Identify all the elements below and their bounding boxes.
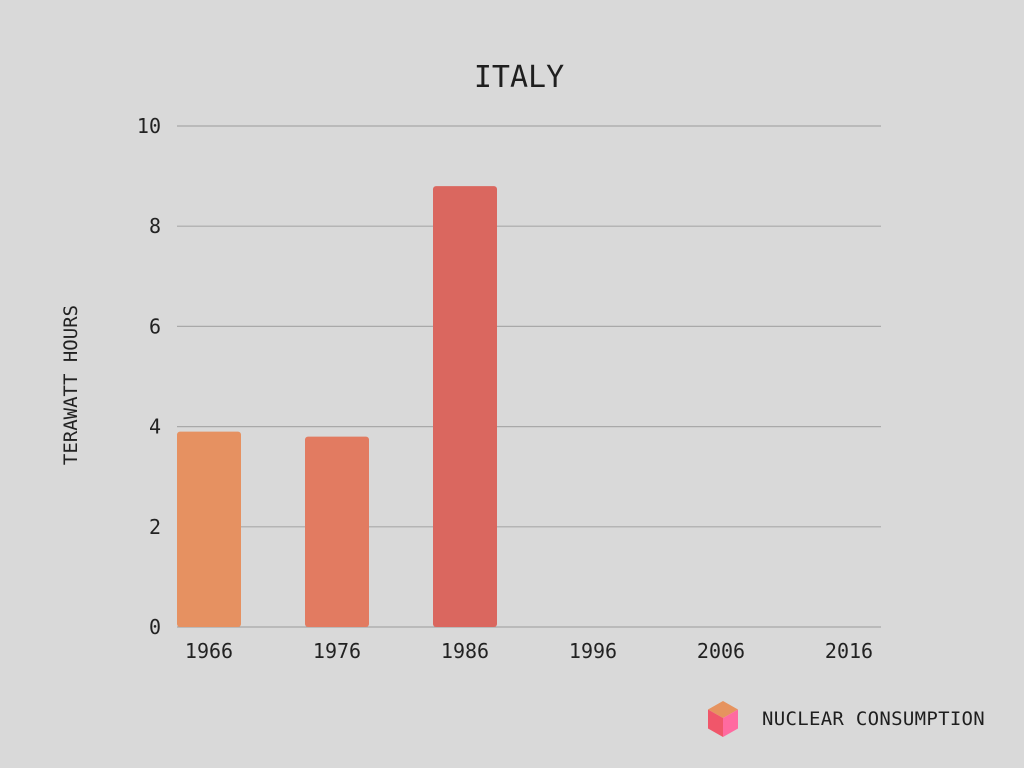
- bars: [177, 186, 497, 627]
- x-tick-label: 1976: [313, 639, 361, 663]
- y-tick-label: 0: [149, 615, 161, 639]
- x-tick-labels: 1966 1976 1986 1996 2006 2016: [185, 639, 873, 663]
- bar-1986: [433, 186, 497, 627]
- y-tick-label: 2: [149, 515, 161, 539]
- gridlines: [177, 125, 881, 628]
- legend: NUCLEAR CONSUMPTION: [706, 700, 985, 738]
- x-tick-label: 1996: [569, 639, 617, 663]
- y-axis-label: TERAWATT HOURS: [60, 305, 82, 465]
- y-tick-label: 8: [149, 214, 161, 238]
- chart-title: ITALY: [474, 60, 564, 95]
- x-tick-label: 2016: [825, 639, 873, 663]
- cube-icon: [708, 701, 738, 737]
- x-tick-label: 1986: [441, 639, 489, 663]
- bar-1976: [305, 436, 369, 627]
- bar-1966: [177, 431, 241, 627]
- y-tick-labels: 0 2 4 6 8 10: [137, 114, 161, 639]
- x-tick-label: 1966: [185, 639, 233, 663]
- y-tick-label: 4: [149, 415, 161, 439]
- y-tick-label: 10: [137, 114, 161, 138]
- legend-label: NUCLEAR CONSUMPTION: [762, 708, 986, 730]
- x-tick-label: 2006: [697, 639, 745, 663]
- y-tick-label: 6: [149, 314, 161, 338]
